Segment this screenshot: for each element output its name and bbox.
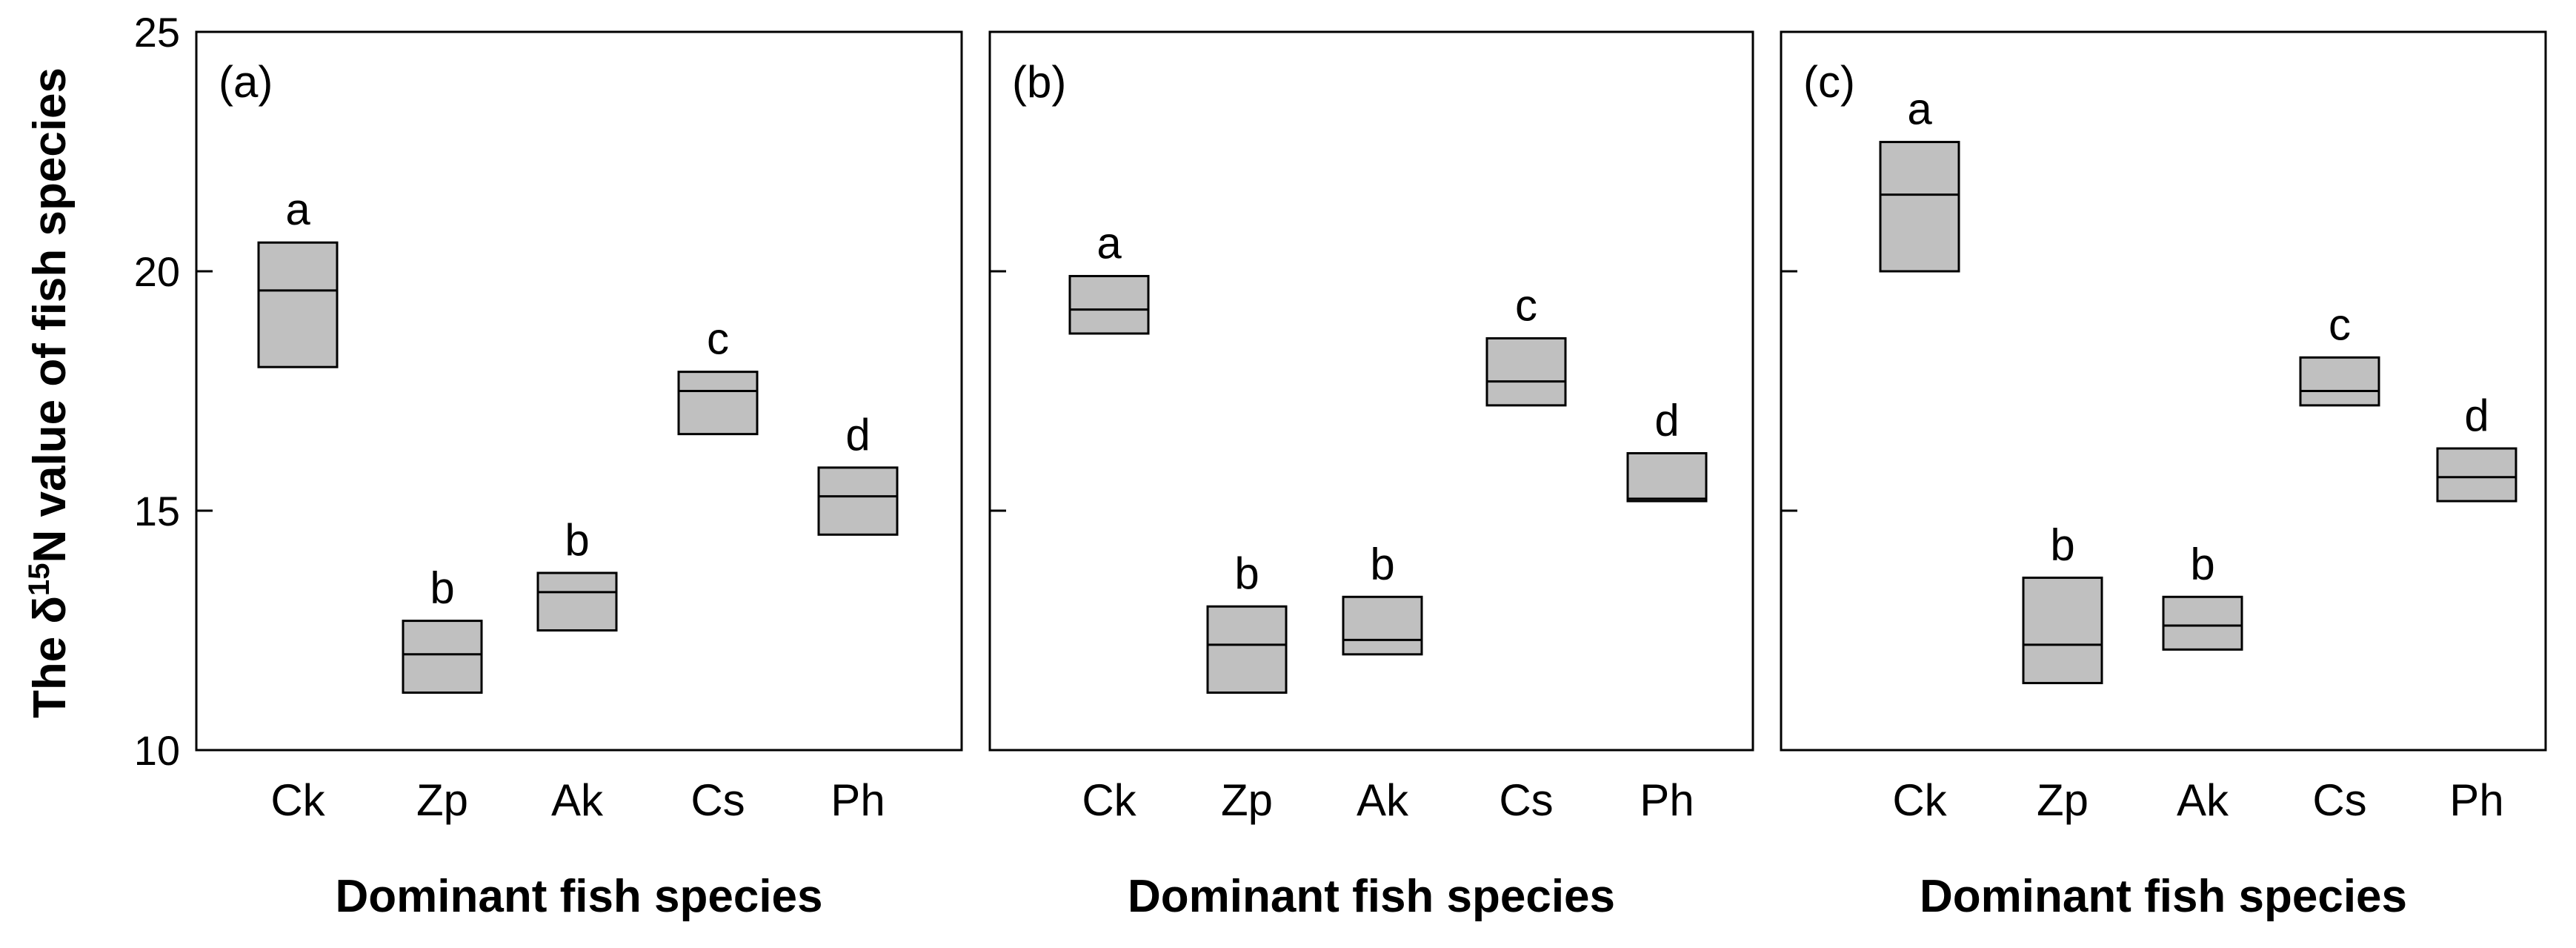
x-category-label: Cs: [1499, 775, 1553, 825]
x-category-label: Ak: [551, 775, 604, 825]
box-Ak: [1342, 595, 1423, 656]
box-Zp: [2022, 576, 2103, 685]
box-Ck: [1879, 141, 1960, 273]
y-axis-label: The δ15N value of fish species: [23, 67, 76, 718]
plot-frame: [1780, 30, 2547, 752]
x-category-label: Ak: [2177, 775, 2229, 825]
significance-letter: c: [2329, 299, 2351, 349]
x-axis-label: Dominant fish species: [1128, 871, 1615, 922]
x-category-label: Zp: [1221, 775, 1273, 825]
x-category-label: Ck: [270, 775, 325, 825]
box-Cs: [1485, 337, 1567, 407]
significance-letter: d: [1654, 395, 1679, 445]
box-Cs: [677, 371, 759, 436]
x-category-label: Ph: [831, 775, 885, 825]
significance-letter: d: [2464, 391, 2489, 440]
panel-label: (b): [1012, 57, 1066, 107]
significance-letter: a: [285, 185, 310, 234]
y-tick-label: 25: [134, 9, 180, 56]
significance-letter: c: [1515, 280, 1537, 330]
x-axis-label: Dominant fish species: [1920, 871, 2407, 922]
significance-letter: b: [2190, 539, 2214, 589]
significance-letter: b: [2050, 520, 2074, 569]
significance-letter: b: [430, 563, 454, 613]
panel-label: (c): [1803, 57, 1855, 107]
svg-text:The δ15N value of fish species: The δ15N value of fish species: [23, 67, 76, 718]
box-Ck: [257, 241, 339, 368]
panel-label: (a): [219, 57, 273, 107]
panel-2: (b) a Ck b Zp b Ak c Cs d Ph Dominant fish species: [988, 30, 1754, 922]
box-Ak: [536, 571, 618, 632]
x-category-label: Ph: [2449, 775, 2503, 825]
y-tick-label: 15: [134, 488, 180, 534]
x-category-label: Ak: [1357, 775, 1409, 825]
significance-letter: a: [1907, 84, 1932, 134]
x-category-label: Cs: [690, 775, 745, 825]
significance-letter: b: [565, 515, 589, 565]
significance-letter: d: [845, 410, 870, 460]
box-Ph: [817, 466, 899, 536]
x-category-label: Ph: [1640, 775, 1694, 825]
box-Ph: [2436, 447, 2517, 503]
significance-letter: b: [1234, 548, 1259, 598]
box-Cs: [2299, 356, 2380, 407]
box-Ak: [2162, 595, 2243, 651]
x-category-label: Cs: [2312, 775, 2366, 825]
x-category-label: Ck: [1892, 775, 1947, 825]
x-category-label: Ck: [1082, 775, 1136, 825]
plot-frame: [195, 30, 963, 752]
significance-letter: b: [1370, 539, 1394, 589]
y-tick-label: 10: [134, 727, 180, 774]
significance-letter: a: [1096, 218, 1122, 268]
plot-frame: [988, 30, 1754, 752]
box-Ph: [1626, 451, 1708, 503]
x-category-label: Zp: [2037, 775, 2089, 825]
x-category-label: Zp: [416, 775, 468, 825]
box-Zp: [402, 620, 483, 694]
significance-letter: c: [707, 314, 729, 364]
box-Zp: [1206, 605, 1288, 694]
box-Ck: [1068, 274, 1150, 335]
x-axis-label: Dominant fish species: [335, 871, 822, 922]
panel-3: (c) a Ck b Zp b Ak c Cs d Ph Dominant fish species: [1780, 30, 2547, 922]
y-tick-label: 20: [134, 248, 180, 295]
